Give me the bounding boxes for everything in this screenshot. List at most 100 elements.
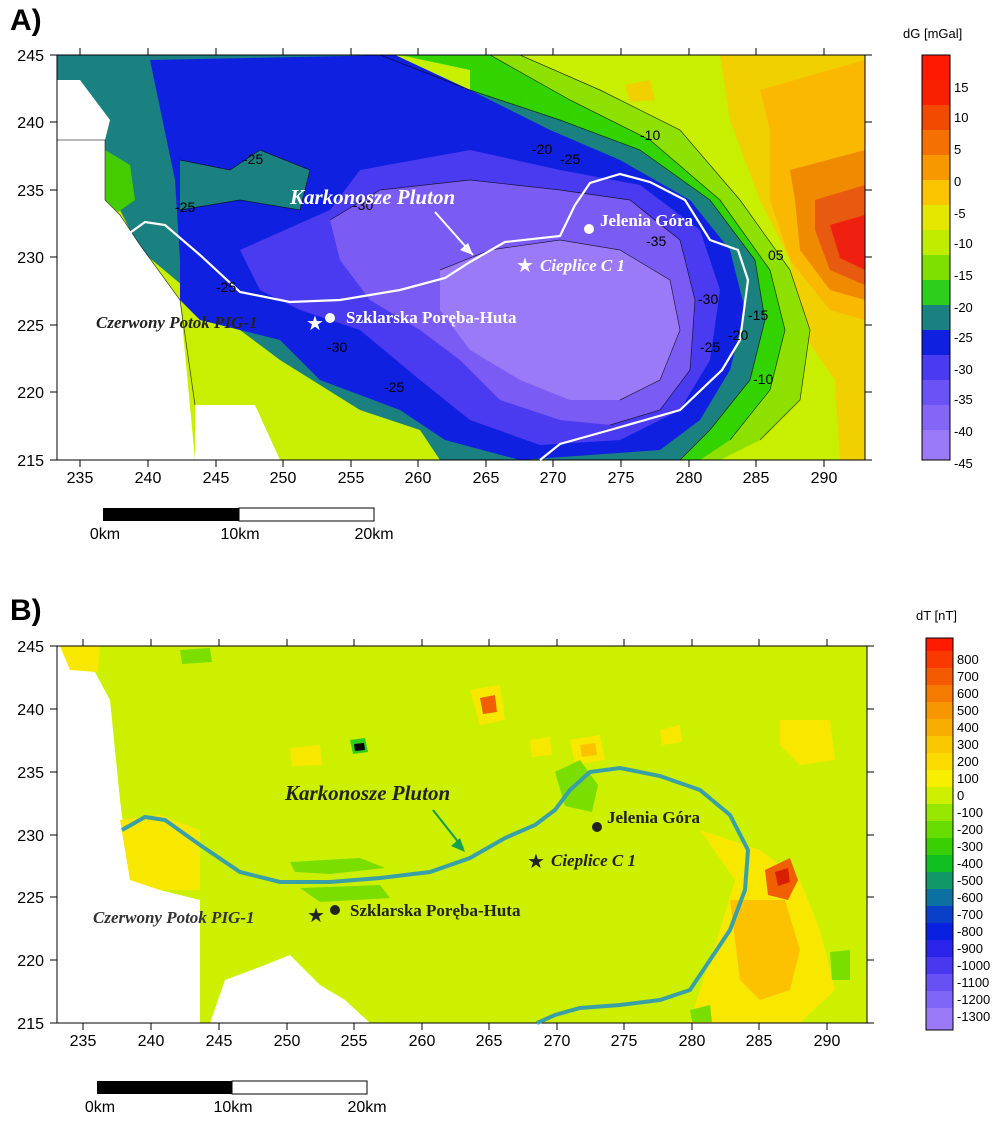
- contour-label: -25: [216, 279, 236, 295]
- contour-label: -10: [640, 127, 660, 143]
- colorbar-label: -400: [957, 856, 983, 871]
- contour-label: -30: [353, 197, 373, 213]
- panel-a-contour-labels: -25 -25 -25 -30 -25 -30 -20 -25 -10 -35 …: [175, 127, 784, 395]
- scale-label: 10km: [213, 1099, 252, 1116]
- x-tick-label: 270: [544, 1033, 571, 1050]
- contour-label: 05: [768, 247, 784, 263]
- arrow-head-icon: [451, 838, 465, 852]
- pluton-label: Karkonosze Pluton: [284, 781, 450, 805]
- colorbar-label: 0: [957, 788, 964, 803]
- gravity-map: [57, 55, 865, 460]
- colorbar-label: 200: [957, 754, 979, 769]
- scale-bar-a: 0km 10km 20km: [90, 507, 394, 543]
- colorbar-b: dT [nT] 800 700: [916, 608, 990, 1031]
- jelenia-gora-marker: [592, 822, 602, 832]
- x-tick-label: 235: [67, 470, 94, 487]
- szklarska-marker: [325, 313, 335, 323]
- colorbar-label: -500: [957, 873, 983, 888]
- panel-b-letter: B): [10, 594, 42, 627]
- colorbar-label: -15: [954, 268, 973, 283]
- szklarska-label: Szklarska Poręba-Huta: [346, 308, 517, 327]
- contour-label: -25: [560, 151, 580, 167]
- colorbar-label: -300: [957, 839, 983, 854]
- x-tick-label: 270: [540, 470, 567, 487]
- jelenia-gora-label: Jelenia Góra: [607, 808, 701, 827]
- x-tick-label: 260: [409, 1033, 436, 1050]
- colorbar-label: 100: [957, 771, 979, 786]
- y-tick-label: 235: [17, 765, 44, 782]
- x-tick-label: 290: [814, 1033, 841, 1050]
- scale-label: 0km: [85, 1099, 115, 1116]
- contour-label: -30: [327, 339, 347, 355]
- colorbar-label: -25: [954, 330, 973, 345]
- y-tick-label: 225: [17, 890, 44, 907]
- contour-label: -15: [748, 307, 768, 323]
- colorbar-label: -10: [954, 236, 973, 251]
- colorbar-label: -700: [957, 907, 983, 922]
- y-tick-label: 240: [17, 702, 44, 719]
- x-tick-label: 285: [743, 470, 770, 487]
- colorbar-label: 500: [957, 703, 979, 718]
- czerwony-potok-label: Czerwony Potok PIG-1: [96, 313, 258, 332]
- colorbar-label: -20: [954, 300, 973, 315]
- contour-label: -30: [698, 291, 718, 307]
- y-tick-label: 215: [17, 1016, 44, 1033]
- panel-b: B): [10, 594, 990, 1116]
- cieplice-label: Cieplice C 1: [551, 851, 636, 870]
- colorbar-label: -1100: [957, 975, 989, 990]
- x-tick-label: 240: [138, 1033, 165, 1050]
- colorbar-label: -1000: [957, 958, 990, 973]
- colorbar-a: dG [mGal] 15 10 5 0 -5 -10 -15 -2: [903, 26, 973, 471]
- colorbar-label: -35: [954, 392, 973, 407]
- x-tick-label: 275: [608, 470, 635, 487]
- colorbar-label: 5: [954, 142, 961, 157]
- colorbar-label: 0: [954, 174, 961, 189]
- contour-label: -25: [175, 199, 195, 215]
- scale-bar-b: 0km 10km 20km: [85, 1080, 387, 1116]
- x-tick-label: 250: [274, 1033, 301, 1050]
- x-tick-label: 285: [746, 1033, 773, 1050]
- scale-label: 10km: [220, 526, 259, 543]
- cieplice-label: Cieplice C 1: [540, 256, 625, 275]
- colorbar-unit: dT [nT]: [916, 608, 957, 623]
- y-tick-label: 245: [17, 639, 44, 656]
- colorbar-label: -1300: [957, 1009, 990, 1024]
- y-tick-label: 245: [17, 48, 44, 65]
- colorbar-label: 800: [957, 652, 979, 667]
- contour-label: -35: [646, 233, 666, 249]
- y-tick-label: 225: [17, 318, 44, 335]
- x-tick-label: 280: [676, 470, 703, 487]
- contour-label: -10: [753, 371, 773, 387]
- colorbar-label: -1200: [957, 992, 990, 1007]
- contour-label: -25: [243, 151, 263, 167]
- colorbar-label: -800: [957, 924, 983, 939]
- pluton-boundary: [121, 765, 751, 1025]
- szklarska-label: Szklarska Poręba-Huta: [350, 901, 521, 920]
- x-tick-label: 255: [338, 470, 365, 487]
- colorbar-label: 600: [957, 686, 979, 701]
- contour-label: -25: [384, 379, 404, 395]
- colorbar-label: -40: [954, 424, 973, 439]
- y-tick-label: 230: [17, 250, 44, 267]
- colorbar-label: -900: [957, 941, 983, 956]
- y-tick-label: 215: [17, 453, 44, 470]
- contour-label: -20: [532, 141, 552, 157]
- y-tick-label: 235: [17, 183, 44, 200]
- panel-a-x-labels: 235 240 245 250 255 260 265 270 275 280 …: [67, 470, 838, 487]
- panel-a-y-labels: 245 240 235 230 225 220 215: [17, 48, 44, 470]
- panel-b-y-labels: 245 240 235 230 225 220 215: [17, 639, 44, 1033]
- scale-label: 20km: [347, 1099, 386, 1116]
- colorbar-label: 700: [957, 669, 979, 684]
- y-tick-label: 220: [17, 953, 44, 970]
- well-star-icon: ★: [527, 851, 545, 873]
- colorbar-label: 400: [957, 720, 979, 735]
- y-tick-label: 220: [17, 385, 44, 402]
- well-star-icon: ★: [516, 255, 534, 277]
- panel-b-x-labels: 235 240 245 250 255 260 265 270 275 280 …: [70, 1033, 841, 1050]
- colorbar-label: -5: [954, 206, 966, 221]
- x-tick-label: 290: [811, 470, 838, 487]
- y-tick-label: 240: [17, 115, 44, 132]
- colorbar-label: 15: [954, 80, 968, 95]
- panel-a-letter: A): [10, 4, 42, 37]
